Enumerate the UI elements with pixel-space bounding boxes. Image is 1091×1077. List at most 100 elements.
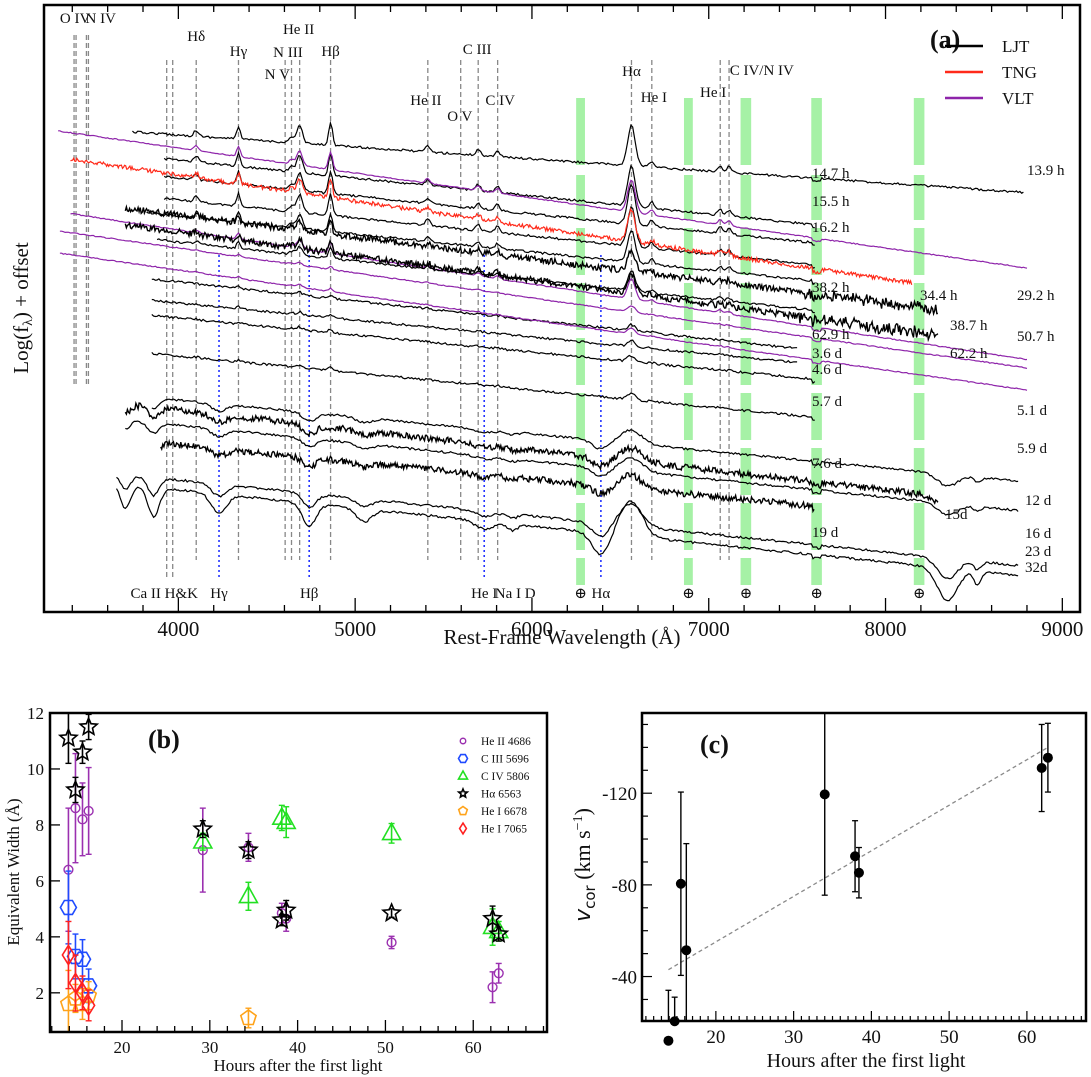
panel-c-label: (c) bbox=[700, 730, 729, 759]
marker-hexagon bbox=[73, 951, 92, 968]
telluric-band-segment bbox=[913, 283, 925, 330]
telluric-band-segment bbox=[576, 503, 585, 550]
telluric-band-segment bbox=[740, 228, 752, 275]
panel-a-axes: 4000 5000 6000 7000 8000 9000 bbox=[71, 5, 1083, 641]
epoch-label: 12 d bbox=[1025, 493, 1052, 509]
telluric-band-segment bbox=[683, 558, 693, 585]
y-tick-label: -40 bbox=[612, 968, 637, 989]
marker-star bbox=[57, 727, 79, 748]
spectrum-line bbox=[124, 204, 939, 317]
telluric-band-segment bbox=[811, 503, 822, 550]
emission-line-label: He II bbox=[283, 22, 314, 38]
telluric-band-segment bbox=[913, 558, 925, 585]
ylabel-v: v bbox=[571, 908, 596, 922]
spectrum-line bbox=[151, 278, 798, 349]
earth-symbol: ⊕ bbox=[574, 586, 587, 602]
marker-diamond bbox=[458, 821, 468, 836]
epoch-label: 38.7 h bbox=[950, 318, 988, 334]
epoch-label: 5.1 d bbox=[1017, 403, 1048, 419]
emission-line-label: He I bbox=[700, 85, 726, 101]
telluric-band-segment bbox=[913, 98, 925, 165]
marker-circle bbox=[487, 982, 498, 993]
epoch-label: 15d bbox=[945, 507, 968, 523]
emission-line-label: C IV/N IV bbox=[730, 63, 794, 79]
y-tick-label: -120 bbox=[602, 784, 637, 805]
panel-c-frame bbox=[640, 711, 1088, 1023]
emission-line-label: He II bbox=[410, 93, 441, 109]
telluric-band-segment bbox=[913, 338, 925, 385]
epoch-label: 16.2 h bbox=[812, 220, 850, 236]
telluric-band-segment bbox=[913, 228, 925, 275]
panel-b-axes: 20 30 40 50 60 2 4 6 8 10 12 bbox=[27, 704, 545, 1057]
x-tick-label: 5000 bbox=[334, 617, 376, 641]
marker-circle bbox=[83, 805, 94, 817]
y-tick-label: 10 bbox=[27, 760, 44, 779]
x-tick-label: 7000 bbox=[688, 617, 730, 641]
y-tick-label: 6 bbox=[36, 872, 45, 891]
absorption-line-label: Na I D bbox=[495, 586, 536, 602]
spectrum-line bbox=[151, 351, 815, 421]
absorption-line-label: Ca II H&K bbox=[130, 586, 198, 602]
telluric-band-segment bbox=[913, 175, 925, 220]
legend-label: LJT bbox=[1002, 37, 1030, 56]
absorption-line-label: Hα bbox=[592, 586, 611, 602]
telluric-band-segment bbox=[683, 338, 693, 385]
earth-symbol: ⊕ bbox=[682, 586, 695, 602]
data-point bbox=[1036, 763, 1047, 773]
epoch-label: 38.2 h bbox=[812, 280, 850, 296]
telluric-band-segment bbox=[683, 228, 693, 275]
emission-line-label: Hγ bbox=[230, 44, 248, 60]
marker-triangle bbox=[275, 810, 297, 830]
telluric-band-segment bbox=[683, 175, 693, 220]
marker-pentagon bbox=[239, 1009, 258, 1026]
telluric-band-segment bbox=[811, 98, 822, 165]
marker-hexagon bbox=[59, 899, 78, 916]
emission-line-label: Hα bbox=[622, 64, 641, 80]
telluric-band-segment bbox=[576, 338, 585, 385]
x-tick-label: 20 bbox=[706, 1027, 725, 1048]
panel-a-xlabel: Rest-Frame Wavelength (Å) bbox=[443, 625, 680, 649]
emission-line-label: N IV bbox=[86, 11, 117, 27]
emission-line-label: Hδ bbox=[187, 29, 205, 45]
absorption-line-label: Hγ bbox=[210, 586, 228, 602]
spectrum-line bbox=[59, 252, 1028, 391]
telluric-band-segment bbox=[576, 228, 585, 275]
telluric-band-segment bbox=[740, 98, 752, 165]
epoch-label: 5.9 d bbox=[1017, 441, 1048, 457]
epoch-label: 4.6 d bbox=[812, 362, 843, 378]
ylabel-units: (km s bbox=[570, 830, 595, 885]
ylabel-sup: −1 bbox=[571, 815, 586, 830]
panel-c-ylabel: vcor (km s−1) bbox=[570, 808, 599, 922]
epoch-label: 23 d bbox=[1025, 544, 1052, 560]
marker-star bbox=[275, 899, 297, 920]
x-tick-label: 4000 bbox=[157, 617, 199, 641]
legend-label: C III 5696 bbox=[481, 754, 529, 766]
telluric-band-segment bbox=[811, 175, 822, 220]
epoch-label: 34.4 h bbox=[920, 288, 958, 304]
absorption-line-label: He I bbox=[471, 586, 497, 602]
telluric-bands: ⊕ ⊕ ⊕ ⊕ ⊕ bbox=[574, 98, 925, 602]
marker-circle bbox=[70, 803, 81, 814]
spectrum-line bbox=[70, 156, 913, 286]
telluric-band-segment bbox=[740, 393, 752, 440]
telluric-band-segment bbox=[740, 175, 752, 220]
x-tick-label: 50 bbox=[940, 1027, 959, 1048]
epoch-label: 62.9 h bbox=[812, 327, 850, 343]
spectrum-line bbox=[124, 221, 939, 343]
x-tick-label: 60 bbox=[465, 1038, 482, 1057]
panel-a-label: (a) bbox=[930, 25, 960, 54]
epoch-label: 15.5 h bbox=[812, 194, 850, 210]
panel-c-xlabel: Hours after the first light bbox=[767, 1050, 966, 1072]
telluric-band-segment bbox=[811, 558, 822, 585]
spectrum-line bbox=[163, 150, 815, 229]
telluric-band-segment bbox=[811, 393, 822, 440]
epoch-label: 16 d bbox=[1025, 526, 1052, 542]
legend-label: C IV 5806 bbox=[481, 771, 530, 783]
marker-star bbox=[456, 786, 470, 799]
line-markers: O IVN IV Hδ Hγ N V N III He II Hβ He II O V C III… bbox=[60, 11, 794, 602]
ylabel-end: ) bbox=[570, 808, 595, 815]
legend-label: Hα 6563 bbox=[481, 789, 521, 801]
legend-label: He I 6678 bbox=[481, 806, 527, 818]
y-tick-label: 8 bbox=[36, 816, 45, 835]
